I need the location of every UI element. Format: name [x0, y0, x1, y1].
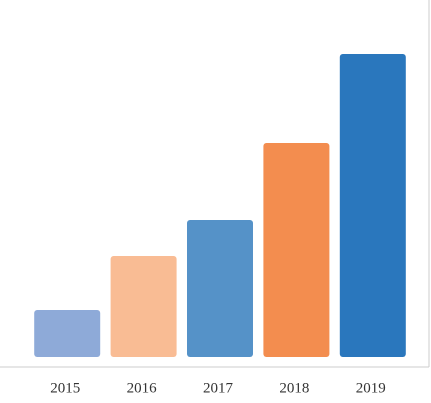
- x-tick-label: 2016: [127, 380, 158, 396]
- bar: [34, 310, 101, 357]
- x-tick-label: 2018: [279, 380, 309, 396]
- x-tick-label: 2015: [50, 380, 80, 396]
- bar: [339, 54, 406, 357]
- x-tick-label: 2017: [203, 380, 234, 396]
- bar: [187, 220, 253, 357]
- bar: [263, 143, 330, 357]
- bar: [110, 256, 177, 357]
- x-tick-label: 2019: [356, 380, 386, 396]
